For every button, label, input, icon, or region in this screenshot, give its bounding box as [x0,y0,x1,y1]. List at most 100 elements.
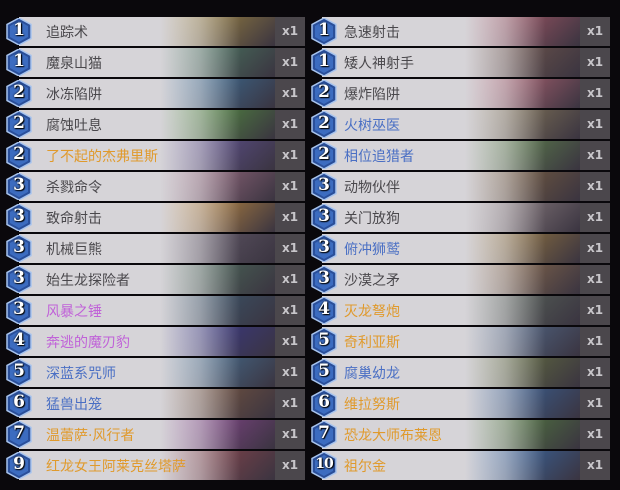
mana-cost: 7 [13,423,25,443]
mana-gem-icon: 10 [310,452,338,479]
card-count: x1 [580,48,610,77]
card-row[interactable]: 恐龙大师布莱恩 x1 7 [310,420,610,449]
mana-cost: 3 [318,175,330,195]
card-art [160,358,275,387]
card-name: 灭龙弩炮 [344,304,400,320]
card-row[interactable]: 沙漠之矛 x1 3 [310,265,610,294]
card-art [465,172,580,201]
card-row[interactable]: 相位追猎者 x1 2 [310,141,610,170]
mana-gem-icon: 7 [310,421,338,448]
mana-cost: 5 [318,361,330,381]
card-bar: 动物伙伴 [322,172,580,201]
card-row[interactable]: 奇利亚斯 x1 5 [310,327,610,356]
card-name: 俯冲狮鹫 [344,242,400,258]
card-art [160,451,275,480]
card-row[interactable]: 风暴之锤 x1 3 [5,296,305,325]
card-name: 深蓝系咒师 [46,366,116,382]
mana-cost: 3 [13,206,25,226]
mana-gem-icon: 3 [5,204,33,231]
card-count: x1 [275,420,305,449]
card-row[interactable]: 维拉努斯 x1 6 [310,389,610,418]
card-row[interactable]: 始生龙探险者 x1 3 [5,265,305,294]
mana-gem-icon: 2 [5,142,33,169]
card-bar: 腐巢幼龙 [322,358,580,387]
card-art [160,17,275,46]
card-count: x1 [580,141,610,170]
card-row[interactable]: 温蕾萨·风行者 x1 7 [5,420,305,449]
card-name: 了不起的杰弗里斯 [46,149,158,165]
card-row[interactable]: 红龙女王阿莱克丝塔萨 x1 9 [5,451,305,480]
card-count: x1 [580,389,610,418]
card-count: x1 [275,48,305,77]
card-name: 红龙女王阿莱克丝塔萨 [46,459,186,475]
card-row[interactable]: 动物伙伴 x1 3 [310,172,610,201]
mana-cost: 10 [315,456,333,472]
card-art [465,79,580,108]
card-art [465,141,580,170]
card-row[interactable]: 爆炸陷阱 x1 2 [310,79,610,108]
card-row[interactable]: 冰冻陷阱 x1 2 [5,79,305,108]
card-name: 风暴之锤 [46,304,102,320]
card-art [160,172,275,201]
card-name: 恐龙大师布莱恩 [344,428,442,444]
card-row[interactable]: 了不起的杰弗里斯 x1 2 [5,141,305,170]
card-row[interactable]: 奔逃的魔刃豹 x1 4 [5,327,305,356]
card-row[interactable]: 火树巫医 x1 2 [310,110,610,139]
card-bar: 祖尔金 [322,451,580,480]
mana-cost: 3 [318,237,330,257]
mana-cost: 2 [318,113,330,133]
card-count: x1 [275,358,305,387]
card-bar: 腐蚀吐息 [19,110,275,139]
deck-column-left: 追踪术 x1 1 魔泉山猫 x1 1 冰冻陷阱 x1 2 腐蚀吐息 x1 2 了不起的杰弗里斯 x1 2 杀戮… [5,17,305,482]
card-art [465,17,580,46]
card-name: 冰冻陷阱 [46,87,102,103]
card-bar: 机械巨熊 [19,234,275,263]
card-row[interactable]: 矮人神射手 x1 1 [310,48,610,77]
card-count: x1 [580,296,610,325]
card-bar: 致命射击 [19,203,275,232]
deck-column-right: 急速射击 x1 1 矮人神射手 x1 1 爆炸陷阱 x1 2 火树巫医 x1 2 相位追猎者 x1 2 动物伙… [310,17,610,482]
mana-gem-icon: 3 [310,173,338,200]
card-row[interactable]: 机械巨熊 x1 3 [5,234,305,263]
mana-cost: 2 [318,82,330,102]
card-row[interactable]: 祖尔金 x1 10 [310,451,610,480]
card-row[interactable]: 追踪术 x1 1 [5,17,305,46]
card-name: 维拉努斯 [344,397,400,413]
card-name: 腐蚀吐息 [46,118,102,134]
card-row[interactable]: 魔泉山猫 x1 1 [5,48,305,77]
card-name: 奇利亚斯 [344,335,400,351]
card-bar: 奔逃的魔刃豹 [19,327,275,356]
card-row[interactable]: 杀戮命令 x1 3 [5,172,305,201]
mana-cost: 7 [318,423,330,443]
card-bar: 魔泉山猫 [19,48,275,77]
card-name: 机械巨熊 [46,242,102,258]
card-name: 杀戮命令 [46,180,102,196]
card-name: 沙漠之矛 [344,273,400,289]
card-count: x1 [580,110,610,139]
card-row[interactable]: 腐蚀吐息 x1 2 [5,110,305,139]
card-row[interactable]: 致命射击 x1 3 [5,203,305,232]
card-count: x1 [580,358,610,387]
mana-cost: 3 [318,268,330,288]
card-count: x1 [580,234,610,263]
card-row[interactable]: 猛兽出笼 x1 6 [5,389,305,418]
mana-gem-icon: 7 [5,421,33,448]
card-art [160,389,275,418]
card-row[interactable]: 关门放狗 x1 3 [310,203,610,232]
card-count: x1 [275,451,305,480]
card-row[interactable]: 俯冲狮鹫 x1 3 [310,234,610,263]
mana-gem-icon: 3 [5,297,33,324]
card-name: 追踪术 [46,25,88,41]
card-bar: 俯冲狮鹫 [322,234,580,263]
card-bar: 始生龙探险者 [19,265,275,294]
card-art [465,420,580,449]
card-bar: 风暴之锤 [19,296,275,325]
mana-gem-icon: 4 [5,328,33,355]
mana-gem-icon: 3 [310,204,338,231]
card-row[interactable]: 急速射击 x1 1 [310,17,610,46]
mana-gem-icon: 5 [310,328,338,355]
mana-cost: 1 [13,51,25,71]
card-row[interactable]: 腐巢幼龙 x1 5 [310,358,610,387]
card-row[interactable]: 深蓝系咒师 x1 5 [5,358,305,387]
card-row[interactable]: 灭龙弩炮 x1 4 [310,296,610,325]
